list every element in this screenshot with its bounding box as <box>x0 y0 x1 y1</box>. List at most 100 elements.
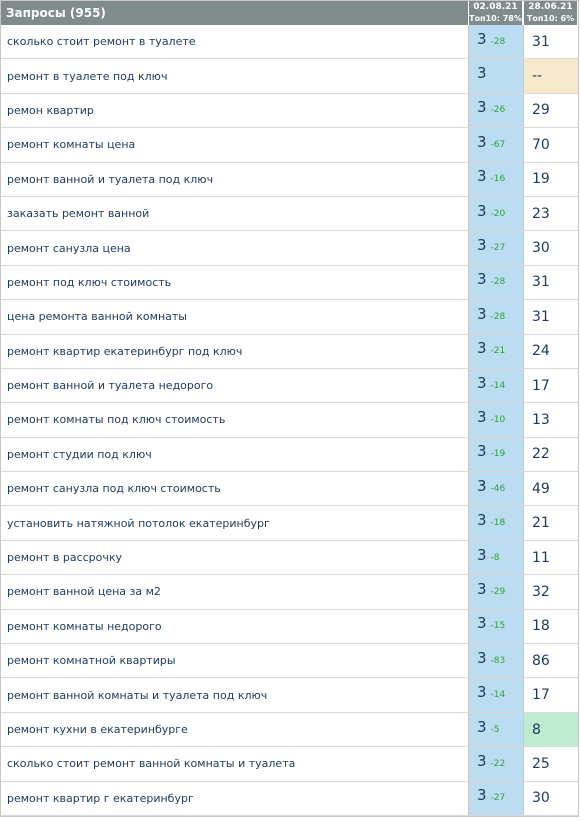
position-cell: 3 -15 <box>468 609 523 644</box>
query-text[interactable]: ремонт комнатной квартиры <box>7 654 176 668</box>
previous-position: 22 <box>523 437 578 472</box>
position-cell: 3 -46 <box>468 472 523 506</box>
position: 3 <box>477 304 487 323</box>
position: 3 <box>477 29 487 48</box>
query-text[interactable]: сколько стоит ремонт ванной комнаты и ту… <box>7 757 296 771</box>
query-text[interactable]: ремонт ванной и туалета под ключ <box>7 172 214 186</box>
previous-position: 19 <box>523 162 578 196</box>
previous-position: 24 <box>523 334 578 368</box>
query-text[interactable]: ремонт ванной комнаты и туалета под ключ <box>7 688 268 702</box>
query-text[interactable]: ремонт санузла под ключ стоимость <box>7 482 221 496</box>
position-change: -20 <box>490 208 506 219</box>
position-cell: 3 -18 <box>468 506 523 540</box>
table-row: ремонт санузла цена 3 -27 30 <box>1 231 578 266</box>
position-cell: 3 <box>468 59 523 93</box>
query-text[interactable]: цена ремонта ванной комнаты <box>7 310 187 324</box>
position-cell: 3 -28 <box>468 25 523 59</box>
position-cell: 3 -21 <box>468 334 523 368</box>
query-text[interactable]: ремонт комнаты недорого <box>7 619 162 633</box>
column-date: 28.06.21 <box>528 2 573 12</box>
column-date: 02.08.21 <box>473 2 518 12</box>
position-cell: 3 -16 <box>468 162 523 196</box>
position: 3 <box>477 511 487 530</box>
position-cell: 3 -27 <box>468 781 523 815</box>
position-change: -28 <box>490 311 506 322</box>
position-cell: 3 -20 <box>468 196 523 231</box>
position-cell: 3 -67 <box>468 128 523 162</box>
position-cell: 3 -19 <box>468 437 523 472</box>
position-change: -28 <box>490 36 506 47</box>
previous-position: 25 <box>523 747 578 781</box>
table-row: ремонт квартир г екатеринбург 3 -27 30 <box>1 781 578 816</box>
previous-position: 31 <box>523 265 578 300</box>
table-row: ремонт ванной и туалета недорого 3 -14 17 <box>1 368 578 404</box>
query-text[interactable]: заказать ремонт ванной <box>7 207 150 221</box>
table-row: ремонт комнаты недорого 3 -15 18 <box>1 609 578 645</box>
position-cell: 3 -22 <box>468 747 523 781</box>
position-cell: 3 -26 <box>468 93 523 128</box>
position-change: -21 <box>490 346 506 357</box>
table-row: ремонт кухни в екатеринбурге 3 -5 8 <box>1 712 578 748</box>
table-row: ремон квартир 3 -26 29 <box>1 93 578 129</box>
query-text[interactable]: ремонт ванной и туалета недорого <box>7 379 214 393</box>
query-text[interactable]: ремонт в туалете под ключ <box>7 69 168 83</box>
table-row: установить натяжной потолок екатеринбург… <box>1 506 578 541</box>
previous-position: 31 <box>523 300 578 334</box>
query-text[interactable]: ремонт под ключ стоимость <box>7 275 172 289</box>
position: 3 <box>477 442 487 461</box>
previous-position: 21 <box>523 506 578 540</box>
column-header[interactable]: 28.06.21 Топ10: 6% <box>523 1 577 25</box>
previous-position: -- <box>523 59 578 93</box>
table-row: ремонт студии под ключ 3 -19 22 <box>1 437 578 473</box>
position: 3 <box>477 270 487 289</box>
position-change: -46 <box>490 483 506 494</box>
query-text[interactable]: ремонт ванной цена за м2 <box>7 585 161 599</box>
position-change: -29 <box>490 586 506 597</box>
query-text[interactable]: ремонт в рассрочку <box>7 551 123 565</box>
column-header[interactable]: 02.08.21 Топ10: 78% <box>468 1 522 25</box>
table-row: ремонт комнаты цена 3 -67 70 <box>1 128 578 163</box>
position: 3 <box>477 132 487 151</box>
previous-position: 70 <box>523 128 578 162</box>
header-title[interactable]: Запросы (955) <box>1 1 468 25</box>
position-change: -14 <box>490 690 506 701</box>
position-cell: 3 -28 <box>468 265 523 300</box>
previous-position: 30 <box>523 781 578 815</box>
position-change: -19 <box>490 449 506 460</box>
query-text[interactable]: ремонт квартир г екатеринбург <box>7 791 194 805</box>
query-text[interactable]: ремонт кухни в екатеринбурге <box>7 723 188 736</box>
query-text[interactable]: ремонт комнаты цена <box>7 138 136 152</box>
table-row: заказать ремонт ванной 3 -20 23 <box>1 196 578 232</box>
query-text[interactable]: ремонт квартир екатеринбург под ключ <box>7 344 243 358</box>
position: 3 <box>477 407 487 426</box>
table-row: ремонт ванной комнаты и туалета под ключ… <box>1 678 578 713</box>
position-change: -27 <box>490 243 506 254</box>
position: 3 <box>477 476 487 495</box>
position: 3 <box>477 64 487 83</box>
position-change: -14 <box>490 380 506 391</box>
table-row: ремонт ванной цена за м2 3 -29 32 <box>1 575 578 610</box>
position-change: -27 <box>490 793 506 804</box>
previous-position: 31 <box>523 25 578 59</box>
previous-position: 18 <box>523 609 578 644</box>
position-cell: 3 -14 <box>468 678 523 712</box>
query-text[interactable]: ремонт студии под ключ <box>7 447 152 461</box>
table-row: цена ремонта ванной комнаты 3 -28 31 <box>1 300 578 335</box>
position-change: -5 <box>490 724 500 735</box>
table-row: сколько стоит ремонт ванной комнаты и ту… <box>1 747 578 782</box>
previous-position: 49 <box>523 472 578 506</box>
position-change: -16 <box>490 174 506 185</box>
table-row: ремонт в туалете под ключ 3 -- <box>1 59 578 94</box>
query-text[interactable]: сколько стоит ремонт в туалете <box>7 35 196 49</box>
previous-position: 29 <box>523 93 578 128</box>
table-row: ремонт под ключ стоимость 3 -28 31 <box>1 265 578 301</box>
query-text[interactable]: установить натяжной потолок екатеринбург <box>7 516 270 530</box>
query-text[interactable]: ремон квартир <box>7 103 94 117</box>
position: 3 <box>477 339 487 358</box>
query-text[interactable]: ремонт комнаты под ключ стоимость <box>7 413 226 427</box>
position-cell: 3 -28 <box>468 300 523 334</box>
position: 3 <box>477 614 487 633</box>
position: 3 <box>477 373 487 392</box>
query-text[interactable]: ремонт санузла цена <box>7 241 131 255</box>
position-change: -15 <box>490 621 506 632</box>
